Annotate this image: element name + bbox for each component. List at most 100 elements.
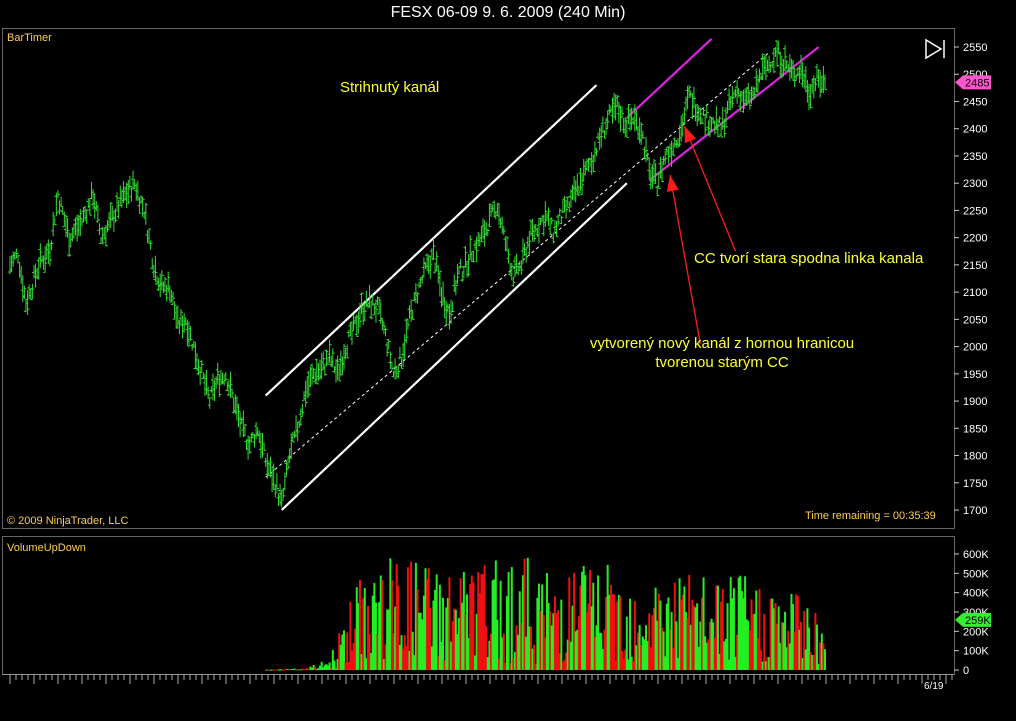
- price-bar: [717, 116, 722, 124]
- volume-bar: [483, 565, 486, 670]
- volume-bar: [547, 602, 550, 670]
- volume-bar: [280, 669, 283, 671]
- volume-bar: [482, 574, 485, 670]
- bartimer-label: BarTimer: [7, 32, 52, 44]
- price-bar: [556, 214, 561, 226]
- play-icon[interactable]: [925, 38, 945, 60]
- volume-bar: [798, 629, 801, 670]
- volume-bar: [608, 594, 611, 670]
- volume-bar: [664, 656, 667, 670]
- price-bar: [43, 246, 48, 273]
- volume-bar: [553, 596, 556, 670]
- price-bar: [330, 348, 335, 368]
- volume-bar: [713, 637, 716, 670]
- volume-bar: [541, 584, 544, 670]
- price-bar: [730, 85, 735, 108]
- price-bar: [687, 85, 692, 99]
- volume-bar: [632, 661, 635, 670]
- volume-bar: [748, 629, 751, 670]
- price-bar: [397, 346, 402, 360]
- volume-bar: [619, 596, 622, 670]
- volume-bar: [603, 629, 606, 670]
- volume-bar: [301, 668, 304, 670]
- volume-bar: [718, 653, 721, 670]
- price-bar: [242, 424, 247, 437]
- volume-bar: [328, 662, 331, 670]
- price-bar: [172, 301, 177, 320]
- price-bar: [228, 371, 233, 398]
- volume-bar: [732, 588, 735, 670]
- volume-bar: [817, 663, 820, 670]
- price-bar: [655, 185, 660, 197]
- price-bar: [383, 327, 388, 337]
- volume-bar: [342, 630, 345, 670]
- volume-bar: [691, 599, 694, 670]
- price-bar: [28, 289, 33, 301]
- volume-bar: [753, 613, 756, 670]
- volume-bar: [803, 610, 806, 670]
- volume-bar: [670, 612, 673, 670]
- cc-note-annotation: CC tvorí stara spodna linka kanala: [694, 250, 924, 267]
- price-bar: [620, 106, 625, 119]
- price-bar: [306, 370, 311, 398]
- price-axis-label: 2400: [963, 124, 987, 136]
- price-bar: [159, 270, 164, 291]
- price-bar: [375, 296, 380, 306]
- price-bar: [147, 228, 152, 243]
- volume-bar: [716, 585, 719, 670]
- price-bar: [554, 220, 559, 238]
- price-bar: [725, 100, 730, 114]
- volume-bar: [694, 607, 697, 670]
- price-bar: [25, 290, 30, 315]
- channel-line-new-upper: [626, 38, 713, 119]
- volume-bar: [410, 561, 413, 670]
- chart-area[interactable]: 1700 1750 1800 1850 1900 1950 2000 2050 2100 2150…: [2, 28, 1013, 716]
- volume-axis-label: 0: [963, 665, 969, 677]
- volume-bar: [354, 628, 357, 670]
- price-bar: [615, 94, 620, 108]
- price-bar: [779, 55, 784, 79]
- volume-bar: [585, 611, 588, 670]
- price-bar: [763, 55, 768, 81]
- volume-bar: [502, 633, 505, 670]
- volume-bar: [737, 577, 740, 670]
- volume-bar: [657, 593, 660, 670]
- volume-bar: [784, 611, 787, 670]
- price-bar: [471, 250, 476, 263]
- volume-bar: [668, 629, 671, 670]
- price-bar: [626, 103, 631, 125]
- volume-bar: [358, 580, 361, 670]
- volume-bar: [787, 630, 790, 670]
- price-bar: [591, 154, 596, 173]
- volume-bar: [290, 669, 293, 671]
- volume-bar: [408, 650, 411, 670]
- volume-bar: [539, 610, 542, 670]
- price-bar: [404, 319, 409, 344]
- volume-bar: [764, 661, 767, 670]
- price-axis-label: 1850: [963, 423, 987, 435]
- price-bar: [373, 299, 378, 323]
- volume-bar: [763, 613, 766, 670]
- volume-bar: [659, 600, 662, 670]
- price-axis-label: 2250: [963, 205, 987, 217]
- price-bar: [177, 319, 182, 335]
- volume-bar: [563, 659, 566, 670]
- volume-bar: [640, 645, 643, 670]
- price-axis-label: 2350: [963, 151, 987, 163]
- volume-bar: [416, 589, 419, 670]
- volume-bar: [295, 669, 298, 671]
- volume-bar: [275, 669, 278, 671]
- volume-bar: [486, 656, 489, 670]
- chart-canvas[interactable]: 1700 1750 1800 1850 1900 1950 2000 2050 2100 2150…: [2, 28, 1013, 716]
- price-axis-label: 2000: [963, 342, 987, 354]
- volume-bar: [646, 640, 649, 670]
- channel-line-upper: [264, 84, 598, 397]
- price-bar: [234, 396, 239, 421]
- volume-bar: [822, 643, 825, 670]
- volume-bar: [581, 571, 584, 670]
- volume-bar: [264, 669, 267, 671]
- volume-bar: [673, 582, 676, 670]
- price-bar: [150, 257, 155, 270]
- price-bar: [247, 436, 252, 454]
- price-bar: [524, 246, 529, 263]
